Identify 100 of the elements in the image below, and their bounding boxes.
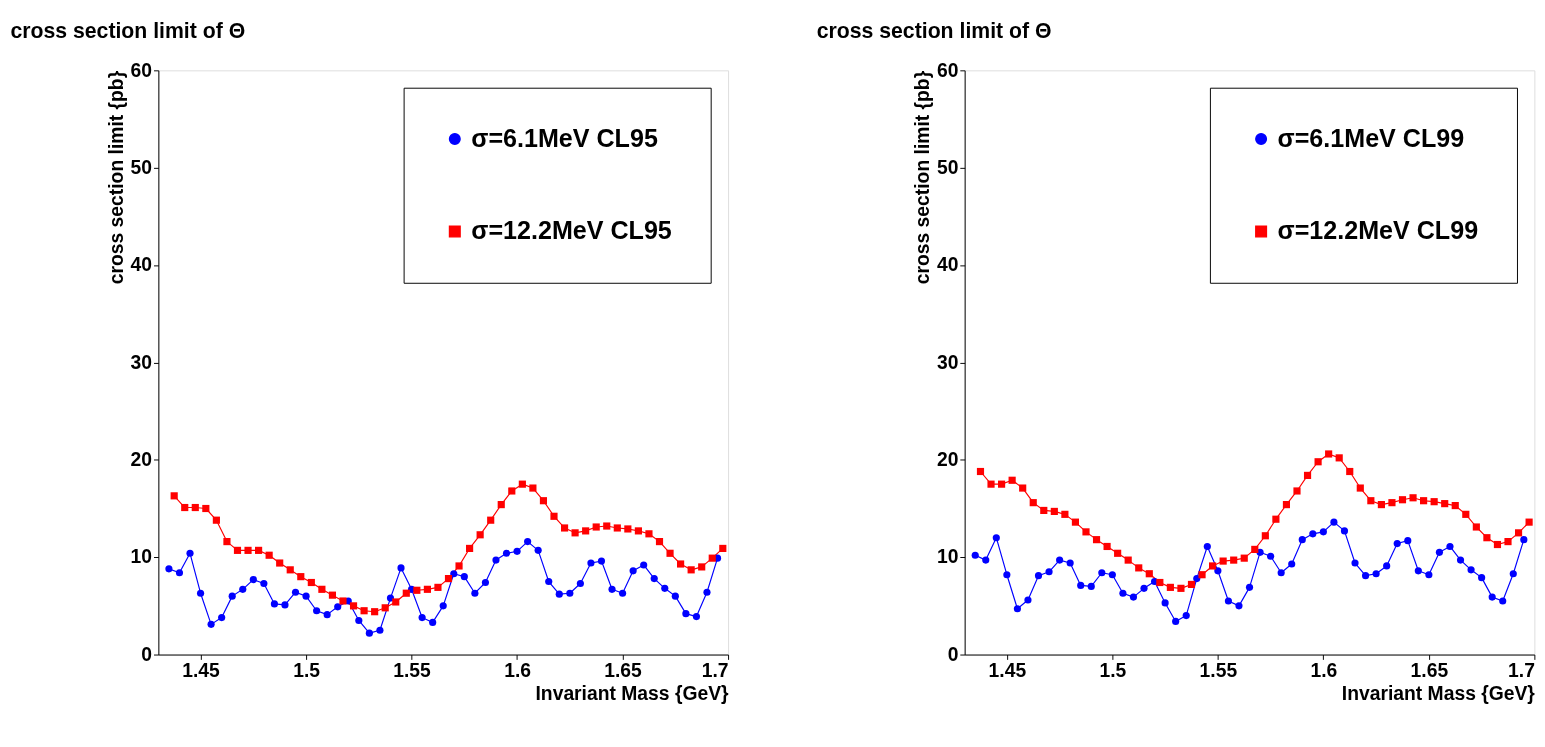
point [1467,566,1475,574]
x-tick-label: 1.55 [393,660,432,682]
point [1435,548,1444,556]
point [1504,538,1512,546]
legend-label: σ=6.1MeV CL95 [471,123,658,152]
point [971,551,979,559]
point [1056,556,1064,564]
legend-label: σ=6.1MeV CL99 [1277,123,1465,152]
point [270,600,278,608]
point [534,546,542,554]
point [386,594,395,602]
point [207,620,215,628]
point [349,602,358,610]
point [1240,554,1248,562]
x-axis-title: Invariant Mass {GeV} [535,683,730,705]
y-tick-label: 0 [947,643,959,665]
point [455,562,463,570]
point [1456,556,1465,564]
point [677,560,685,568]
point [492,556,500,564]
point [265,551,273,559]
point [613,524,621,532]
point [497,501,505,509]
point [576,579,584,588]
point [655,538,664,546]
point [1462,510,1470,518]
point [487,516,495,524]
point [1525,518,1533,526]
point [1040,506,1048,515]
point [1267,552,1275,560]
point [708,554,716,562]
point [687,566,695,574]
point [1272,515,1280,523]
point [1514,529,1523,537]
point [471,589,479,597]
point [1019,484,1027,492]
point [1314,458,1322,466]
point [291,588,300,596]
x-tick-label: 1.6 [1310,660,1338,682]
point [1029,499,1037,507]
chart-title: cross section limit of Θ [10,19,246,44]
point [1119,589,1127,597]
point [1092,536,1101,544]
point [645,530,653,538]
point [334,603,342,611]
x-tick-label: 1.6 [504,660,532,682]
point [413,586,421,594]
point [1077,581,1085,589]
point [1288,560,1296,568]
point [524,538,532,546]
point [1224,597,1232,605]
point [1309,530,1317,538]
point [376,626,384,634]
point [1203,542,1211,551]
x-tick-label: 1.5 [293,660,321,682]
point [1441,500,1449,508]
point [976,467,985,476]
point [560,524,569,532]
point [1251,545,1259,553]
y-axis-title: cross section limit {pb} [912,70,934,285]
point [381,604,389,612]
point [518,480,526,488]
point [228,592,236,600]
point [1420,497,1428,505]
point [1330,518,1338,526]
point [513,547,521,555]
y-tick-label: 60 [130,59,153,81]
point [661,584,669,592]
y-tick-label: 60 [936,59,959,81]
point [1235,602,1243,610]
point [233,546,242,554]
point [508,487,516,495]
y-tick-label: 40 [936,254,959,276]
point [1277,569,1285,577]
point [466,544,474,552]
point [1293,487,1301,495]
point [239,585,247,593]
point [682,610,690,618]
point [1325,450,1333,458]
point [1108,571,1116,579]
point [529,484,537,492]
point [365,629,373,637]
point [1372,570,1380,578]
point [1103,542,1111,551]
point [276,559,284,567]
point [1245,583,1254,591]
point [1509,570,1517,578]
point [1409,494,1417,502]
point [1219,557,1227,565]
point [249,576,257,584]
point [719,544,727,552]
point [423,585,431,593]
point [1003,571,1011,579]
point [318,585,326,593]
y-tick-label: 40 [130,254,153,276]
point [1356,484,1364,492]
point [1050,507,1058,515]
point [1209,562,1217,570]
point [175,569,184,577]
point [1319,528,1327,536]
